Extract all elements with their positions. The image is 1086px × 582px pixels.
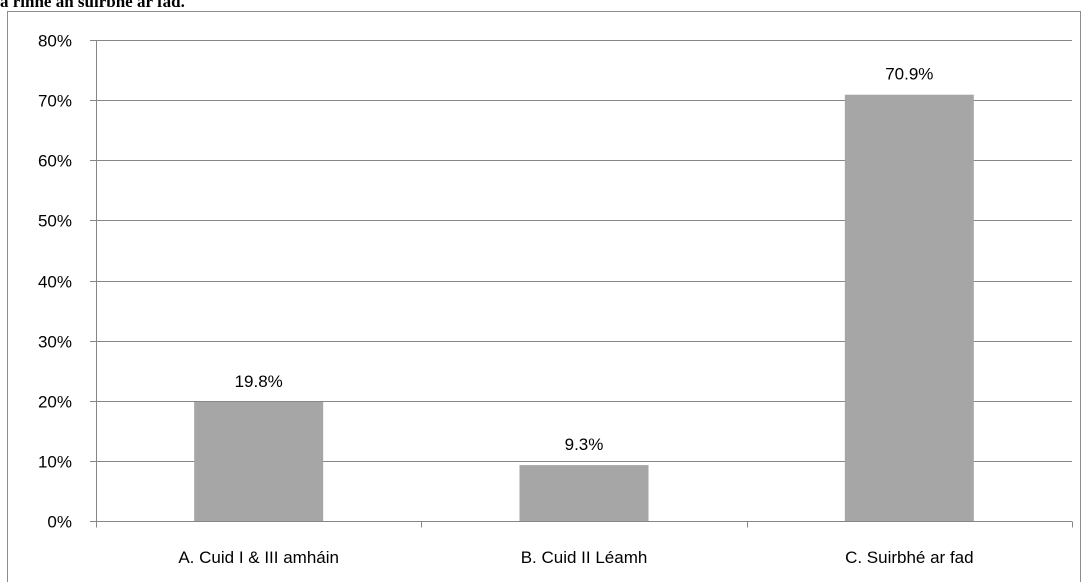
y-tick-label: 10% <box>38 453 72 472</box>
y-tick-label: 70% <box>38 92 72 111</box>
data-label: 19.8% <box>235 372 283 391</box>
bar <box>844 94 974 522</box>
data-label: 9.3% <box>565 435 604 454</box>
y-tick-label: 80% <box>38 32 72 51</box>
y-tick-label: 40% <box>38 273 72 292</box>
y-tick-label: 60% <box>38 152 72 171</box>
x-category-label: C. Suirbhé ar fad <box>845 548 974 567</box>
y-tick-label: 0% <box>47 513 72 532</box>
bar <box>194 401 324 521</box>
y-tick-label: 20% <box>38 393 72 412</box>
data-label: 70.9% <box>885 65 933 84</box>
x-category-label: A. Cuid I & III amháin <box>178 548 339 567</box>
chart-frame <box>7 11 1081 582</box>
y-tick-label: 30% <box>38 333 72 352</box>
bars <box>194 94 974 522</box>
y-tick-label: 50% <box>38 212 72 231</box>
axes <box>90 40 1073 528</box>
labels: 0% 10% 20% 30% 40% 50% 60% 70% 80% 19.8% A. Cuid I… <box>38 32 974 568</box>
x-category-label: B. Cuid II Léamh <box>521 548 648 567</box>
bar <box>519 465 649 521</box>
page-heading: a rinne an suirbhé ar fad. <box>0 0 185 11</box>
